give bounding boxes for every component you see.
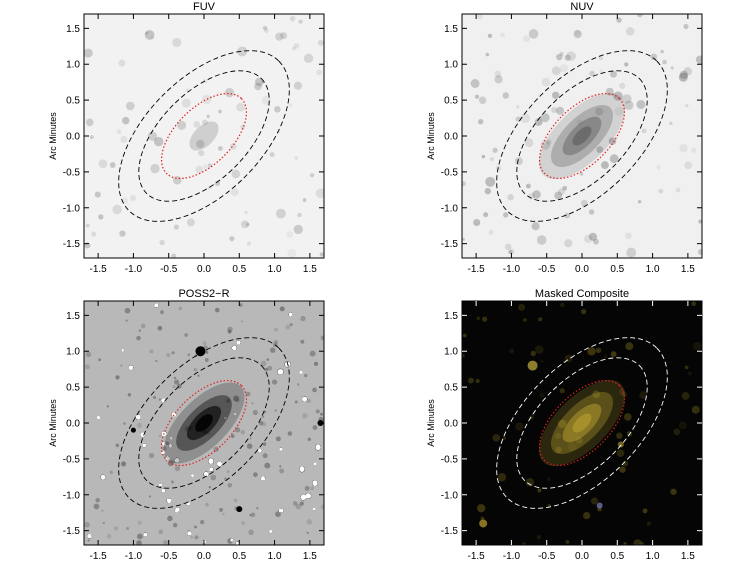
y-tick-label: -0.5 (63, 454, 81, 465)
image-background (84, 14, 324, 258)
dashed-ellipse-1 (138, 70, 270, 202)
y-tick-label: 0.0 (66, 132, 80, 143)
x-tick-label: -1.0 (503, 551, 521, 562)
x-tick-label: 1.5 (681, 264, 695, 275)
y-tick-label: -1.5 (441, 239, 459, 250)
x-tick-label: -0.5 (538, 264, 556, 275)
y-tick-label: 1.5 (444, 311, 458, 322)
x-tick-label: 1.5 (303, 551, 317, 562)
x-tick-label: 0.0 (197, 264, 211, 275)
x-tick-label: 1.0 (646, 551, 660, 562)
x-tick-label: -1.0 (503, 264, 521, 275)
y-tick-label: 1.0 (66, 60, 80, 71)
y-tick-label: -1.5 (63, 239, 81, 250)
x-tick-label: 0.0 (575, 264, 589, 275)
x-tick-label: 0.5 (232, 264, 246, 275)
y-tick-label: -0.5 (441, 454, 459, 465)
y-axis-label: Arc Minutes (48, 112, 58, 160)
x-tick-label: 0.5 (232, 551, 246, 562)
x-tick-label: -0.5 (160, 551, 178, 562)
y-tick-label: -1.5 (63, 526, 81, 537)
panel-title: NUV (570, 1, 594, 13)
y-tick-label: 0.5 (444, 96, 458, 107)
y-tick-label: 1.5 (66, 311, 80, 322)
panel-1: -1.5 -1.0 -0.5 0.0 0.5 1.0 1.5 -1.5 -1.0 -0.5 0.0 0… (48, 1, 325, 275)
y-tick-label: 1.0 (66, 347, 80, 358)
x-tick-label: 0.0 (575, 551, 589, 562)
y-tick-label: 0.0 (444, 132, 458, 143)
image-texture (84, 303, 324, 545)
y-tick-label: -0.5 (441, 167, 459, 178)
y-axis-label: Arc Minutes (426, 112, 436, 160)
dashed-ellipse-2 (496, 337, 668, 509)
y-tick-label: -0.5 (63, 167, 81, 178)
y-tick-label: 0.5 (66, 383, 80, 394)
x-tick-label: 1.0 (646, 264, 660, 275)
y-tick-label: 1.0 (444, 60, 458, 71)
panel-2: -1.5 -1.0 -0.5 0.0 0.5 1.0 1.5 -1.5 -1.0 -0.5 0.0 0… (426, 1, 703, 275)
x-tick-label: -1.0 (125, 264, 143, 275)
x-tick-label: 1.5 (303, 264, 317, 275)
y-tick-label: -1.0 (441, 490, 459, 501)
dashed-ellipse-1 (138, 357, 270, 489)
x-tick-label: -1.5 (468, 264, 486, 275)
x-tick-label: 0.5 (610, 264, 624, 275)
x-tick-label: 0.0 (197, 551, 211, 562)
y-tick-label: -1.0 (441, 203, 459, 214)
y-tick-label: -1.5 (441, 526, 459, 537)
inner-dotted-ellipse (160, 379, 248, 467)
y-tick-label: -1.0 (63, 203, 81, 214)
x-tick-label: 1.0 (268, 264, 282, 275)
panel-title: FUV (193, 1, 216, 13)
panel-4: -1.5 -1.0 -0.5 0.0 0.5 1.0 1.5 -1.5 -1.0 -0.5 0.0 0… (426, 288, 703, 562)
inner-dotted-ellipse (538, 379, 626, 467)
x-tick-label: 1.5 (681, 551, 695, 562)
x-tick-label: 1.0 (268, 551, 282, 562)
x-tick-label: -1.5 (90, 264, 108, 275)
dashed-ellipse-1 (516, 70, 648, 202)
x-tick-label: -0.5 (160, 264, 178, 275)
y-tick-label: 0.0 (66, 419, 80, 430)
y-axis-label: Arc Minutes (48, 399, 58, 447)
dashed-ellipse-2 (118, 337, 290, 509)
y-tick-label: -1.0 (63, 490, 81, 501)
dashed-ellipse-1 (516, 357, 648, 489)
y-tick-label: 0.5 (444, 383, 458, 394)
x-tick-label: -0.5 (538, 551, 556, 562)
y-tick-label: 0.0 (444, 419, 458, 430)
x-tick-label: -1.5 (468, 551, 486, 562)
image-texture (462, 14, 702, 258)
y-tick-label: 1.5 (66, 24, 80, 35)
image-texture (84, 15, 324, 258)
panel-title: Masked Composite (535, 288, 629, 300)
x-tick-label: 0.5 (610, 551, 624, 562)
x-tick-label: -1.5 (90, 551, 108, 562)
x-tick-label: -1.0 (125, 551, 143, 562)
y-axis-label: Arc Minutes (426, 399, 436, 447)
y-tick-label: 0.5 (66, 96, 80, 107)
y-tick-label: 1.5 (444, 24, 458, 35)
inner-dotted-ellipse (160, 92, 248, 180)
panel-3: -1.5 -1.0 -0.5 0.0 0.5 1.0 1.5 -1.5 -1.0 -0.5 0.0 0… (48, 288, 325, 562)
y-tick-label: 1.0 (444, 347, 458, 358)
panel-title: POSS2−R (178, 288, 229, 300)
image-texture (462, 301, 702, 545)
